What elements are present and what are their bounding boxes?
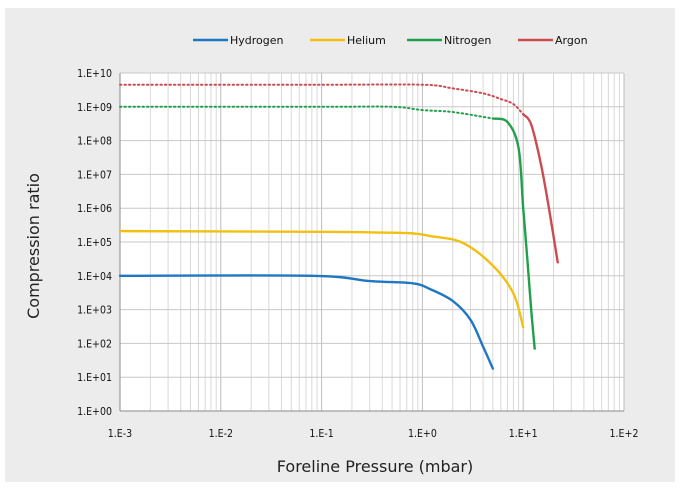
y-tick-label: 1.E+07: [77, 169, 112, 181]
y-tick-label: 1.E+08: [77, 136, 112, 148]
argon-series-line: [522, 113, 559, 264]
y-tick-label: 1.E+06: [77, 203, 112, 215]
nitrogen-series-line: [491, 117, 536, 350]
y-tick-label: 1.E+00: [77, 406, 112, 418]
y-tick-label: 1.E+05: [77, 237, 112, 249]
x-tick-label: 1.E-2: [209, 428, 233, 440]
x-tick-label: 1.E-1: [309, 428, 333, 440]
nitrogen-legend-label: Nitrogen: [444, 34, 491, 47]
y-tick-label: 1.E+02: [77, 338, 112, 350]
helium-legend-label: Helium: [347, 34, 386, 47]
argon-series-dotted: [119, 83, 525, 116]
x-tick-label: 1.E+2: [610, 428, 639, 440]
x-tick-label: 1.E+1: [509, 428, 538, 440]
compression-ratio-chart: 1.E-3 1.E-2 1.E-1 1.E+0 1.E+1 1.E+2 1.E+00 1.E+…: [24, 34, 639, 476]
hydrogen-series-line: [118, 274, 495, 370]
nitrogen-series-dotted: [119, 105, 494, 120]
hydrogen-legend-label: Hydrogen: [230, 34, 284, 47]
y-tick-label: 1.E+04: [77, 271, 112, 283]
x-tick-label: 1.E-3: [108, 428, 132, 440]
y-tick-label: 1.E+01: [77, 372, 112, 384]
helium-series-line: [118, 229, 525, 329]
x-axis-title: Foreline Pressure (mbar): [277, 457, 473, 476]
chart-panel: 1.E-3 1.E-2 1.E-1 1.E+0 1.E+1 1.E+2 1.E+00 1.E+…: [5, 8, 675, 482]
x-tick-label: 1.E+0: [408, 428, 437, 440]
y-axis-title: Compression ratio: [24, 173, 43, 319]
y-tick-label: 1.E+09: [77, 102, 112, 114]
y-tick-label: 1.E+03: [77, 305, 112, 317]
argon-legend-label: Argon: [555, 34, 588, 47]
y-tick-label: 1.E+10: [77, 68, 112, 80]
